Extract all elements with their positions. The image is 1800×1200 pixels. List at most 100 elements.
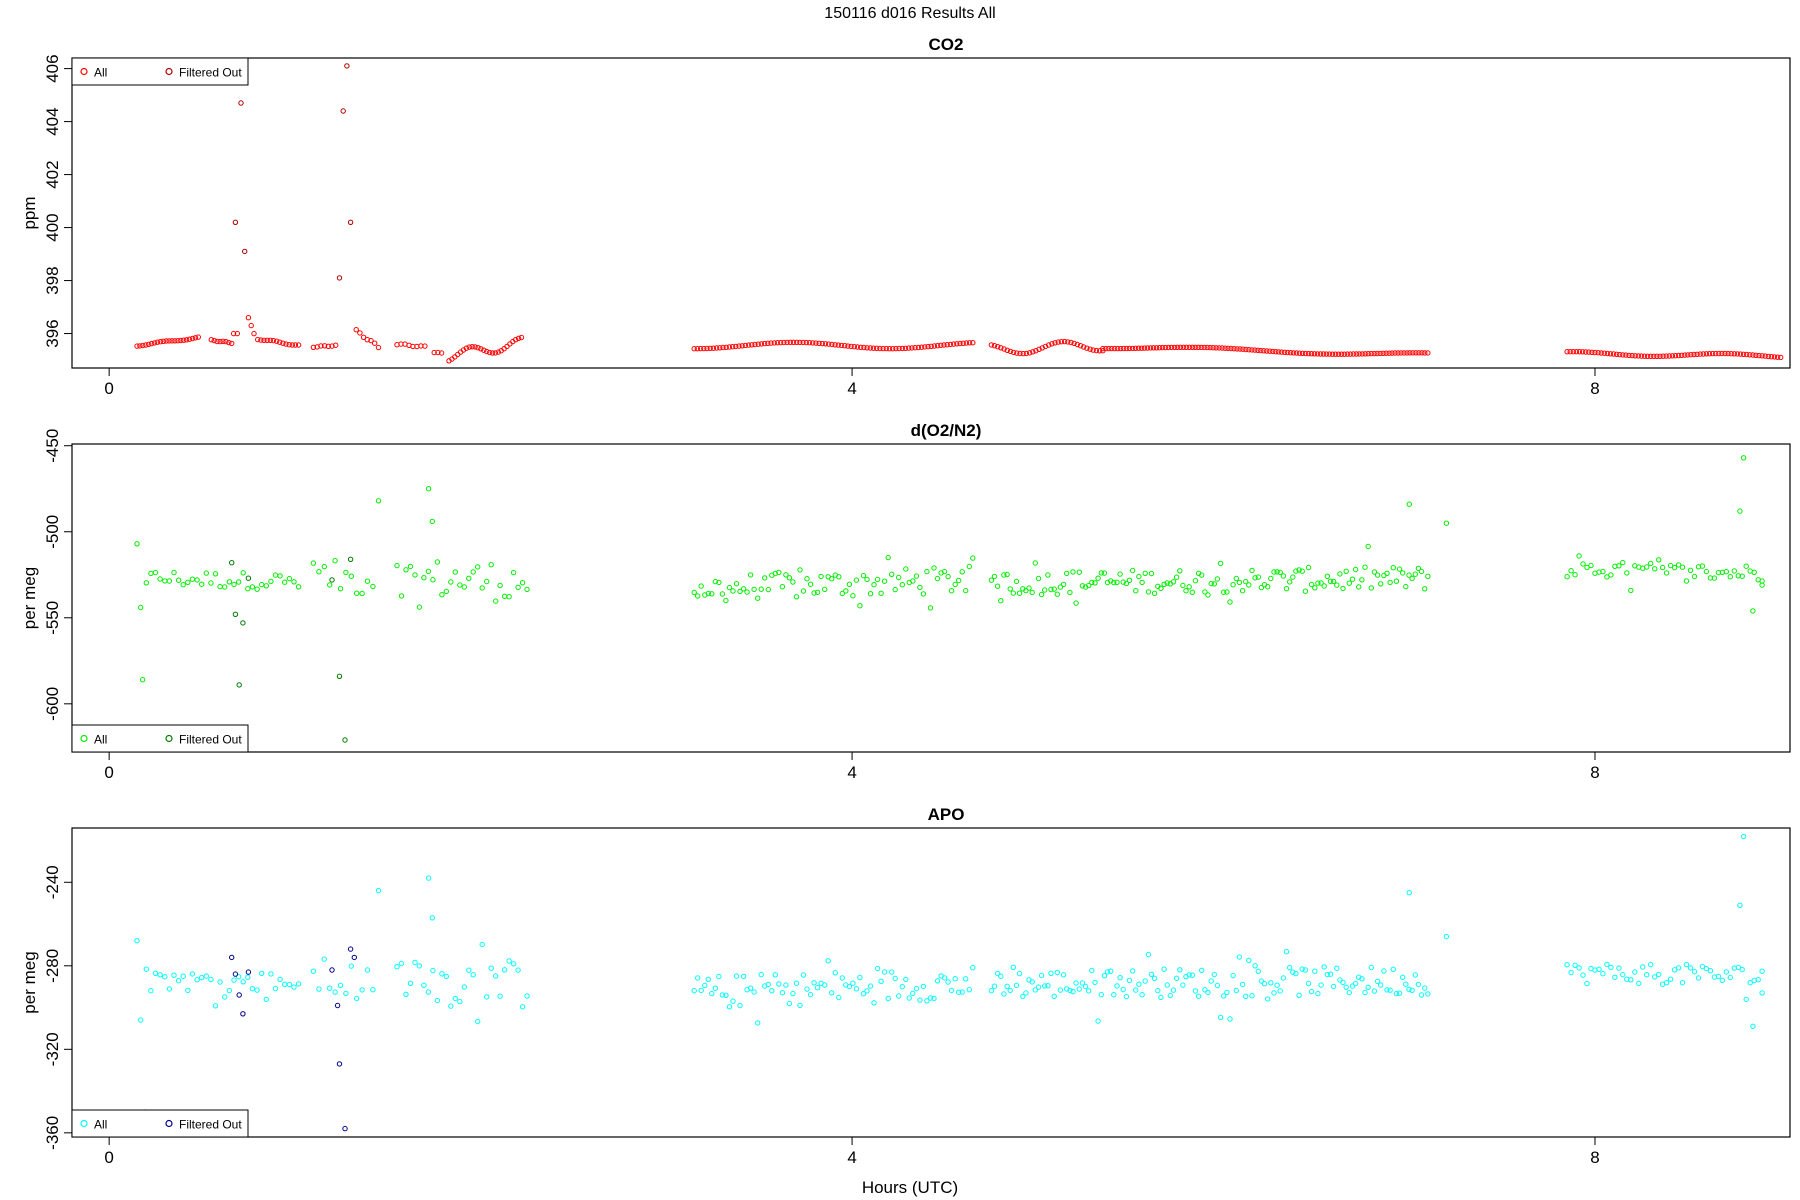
data-point [1709, 350, 1716, 357]
data-point [861, 344, 867, 351]
data-point [1679, 980, 1686, 986]
data-point [1004, 347, 1010, 353]
data-point [194, 977, 200, 983]
data-point [310, 968, 317, 974]
data-point [443, 588, 449, 595]
data-point [192, 335, 199, 341]
data-point [1074, 341, 1081, 348]
data-point [784, 339, 790, 346]
data-point [698, 987, 704, 994]
data-point [359, 590, 365, 597]
data-point [235, 974, 242, 980]
data-point [1691, 969, 1698, 975]
data-point [1264, 348, 1270, 354]
data-point [1061, 338, 1068, 345]
data-point [1349, 576, 1356, 582]
data-point [1768, 354, 1775, 360]
data-point [359, 987, 365, 993]
data-point [407, 563, 414, 570]
data-point [286, 981, 293, 988]
data-point [1051, 586, 1057, 592]
data-point [853, 986, 860, 992]
data-point [1365, 351, 1371, 357]
data-point [1744, 351, 1750, 358]
data-point [222, 584, 228, 590]
data-point [818, 573, 824, 580]
data-point [1299, 350, 1306, 356]
y-tick-label: 398 [43, 266, 62, 294]
data-point [1086, 582, 1092, 589]
data-point [310, 560, 317, 566]
data-point [1228, 345, 1234, 352]
data-point [1317, 351, 1324, 357]
data-point [1663, 570, 1670, 576]
data-point [1274, 982, 1280, 988]
data-point [1274, 569, 1280, 575]
data-point [1614, 351, 1620, 357]
data-point [1282, 349, 1288, 355]
data-point [248, 322, 254, 329]
data-point [853, 577, 860, 583]
data-point [1082, 584, 1089, 590]
data-point [1330, 578, 1337, 585]
data-point [1231, 346, 1237, 352]
data-point [745, 342, 752, 348]
data-point [189, 335, 196, 342]
data-point [1635, 353, 1642, 359]
data-point [737, 588, 743, 595]
data-point [199, 974, 205, 981]
data-point [337, 586, 344, 592]
data-point [1406, 501, 1413, 507]
data-point [934, 978, 941, 984]
data-point [1035, 575, 1042, 582]
data-point [249, 584, 256, 590]
data-point [906, 995, 912, 1001]
panel-title: d(O2/N2) [911, 421, 982, 440]
data-point [343, 569, 349, 576]
data-point [1153, 345, 1160, 351]
y-tick-label: 406 [43, 54, 62, 82]
legend-box [71, 1109, 249, 1138]
data-point [151, 340, 158, 346]
data-point [1362, 351, 1368, 357]
data-point [843, 588, 849, 594]
data-point [697, 345, 704, 352]
data-point [429, 915, 435, 921]
data-point [1576, 349, 1583, 355]
data-point [1312, 585, 1318, 591]
data-point [235, 579, 242, 585]
data-point [1663, 980, 1670, 986]
data-point [811, 980, 817, 986]
data-point [1029, 979, 1035, 985]
data-point [455, 351, 461, 358]
data-point [1180, 582, 1186, 589]
data-point [1042, 983, 1048, 989]
data-point [343, 990, 349, 997]
data-point [994, 970, 1001, 977]
data-point [466, 967, 472, 973]
data-point [740, 586, 747, 592]
data-point [1648, 560, 1654, 567]
data-point [1620, 352, 1626, 358]
data-point [1227, 1016, 1233, 1022]
data-point [1415, 565, 1422, 571]
data-point [1713, 350, 1719, 357]
data-point [1277, 569, 1283, 576]
data-point [899, 984, 905, 990]
data-point [175, 577, 182, 583]
data-point [1161, 966, 1167, 972]
data-point [273, 338, 280, 344]
data-point [730, 588, 736, 594]
data-point [1170, 987, 1177, 993]
data-point [1010, 349, 1017, 356]
data-point [1007, 987, 1013, 994]
data-point [1753, 352, 1759, 358]
data-point [214, 338, 220, 345]
data-point [231, 581, 237, 588]
y-tick-label: 400 [43, 213, 62, 241]
data-point [1640, 964, 1646, 970]
data-point [836, 994, 842, 1001]
data-point [1171, 344, 1178, 351]
data-point [1390, 565, 1397, 571]
data-point [316, 986, 322, 992]
